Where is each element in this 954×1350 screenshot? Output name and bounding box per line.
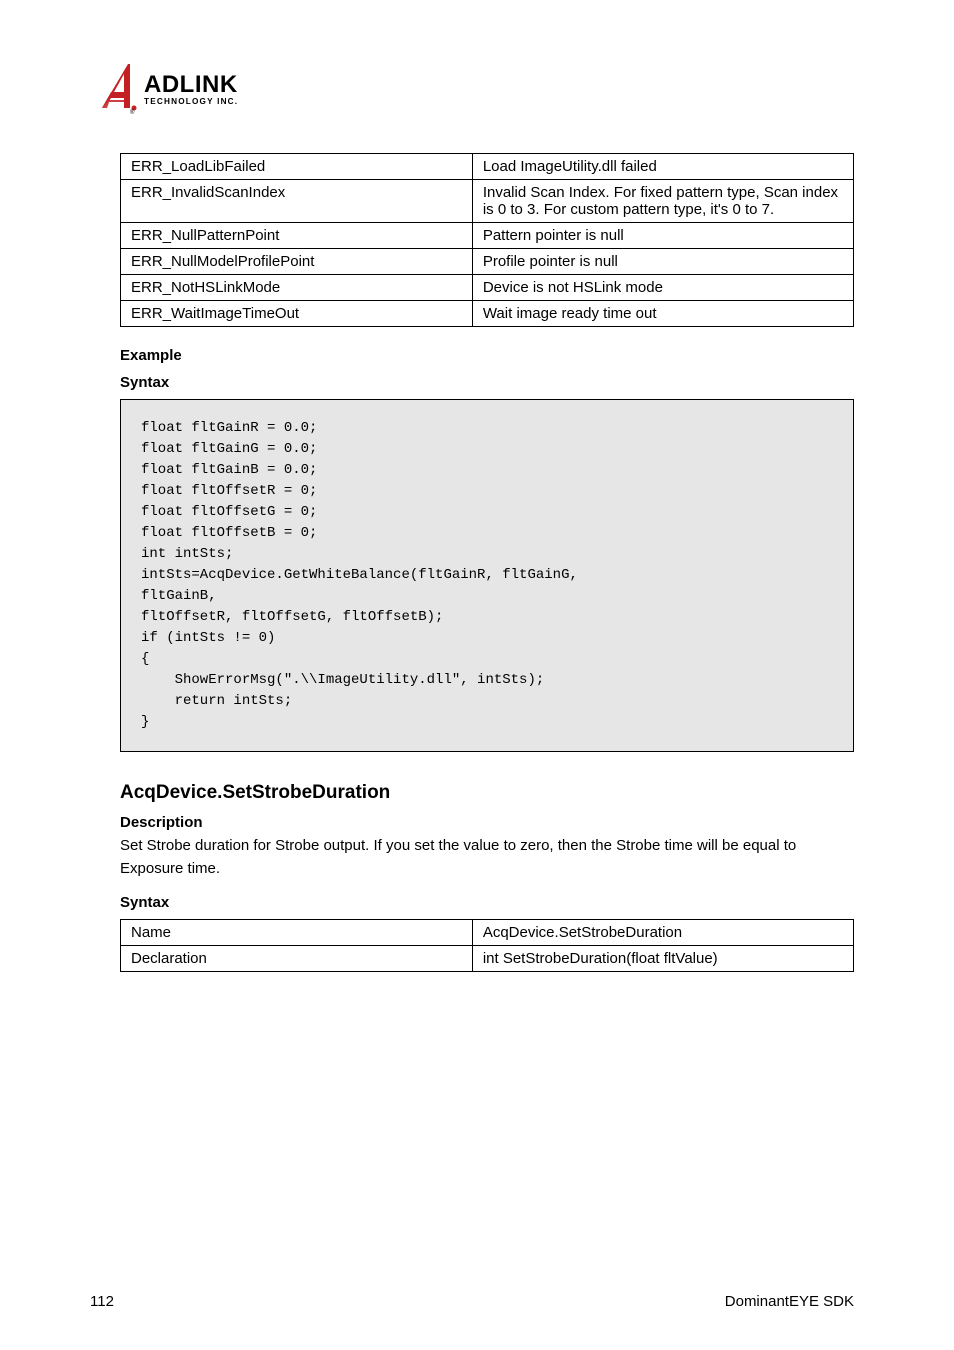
table-cell: Wait image ready time out	[472, 301, 853, 327]
table-cell: AcqDevice.SetStrobeDuration	[472, 920, 853, 946]
table-cell: ERR_NullModelProfilePoint	[121, 249, 473, 275]
page-footer: 112 DominantEYE SDK	[90, 1293, 854, 1310]
table-row: ERR_LoadLibFailedLoad ImageUtility.dll f…	[121, 154, 854, 180]
table-row: NameAcqDevice.SetStrobeDuration	[121, 920, 854, 946]
error-codes-table: ERR_LoadLibFailedLoad ImageUtility.dll f…	[120, 153, 854, 327]
adlink-logo-icon: ® ADLINK TECHNOLOGY INC.	[100, 60, 300, 118]
logo: ® ADLINK TECHNOLOGY INC.	[100, 60, 854, 123]
table-cell: ERR_InvalidScanIndex	[121, 180, 473, 223]
table-cell: int SetStrobeDuration(float fltValue)	[472, 946, 853, 972]
syntax-label: Syntax	[120, 374, 854, 391]
svg-text:®: ®	[130, 109, 135, 116]
code-example: float fltGainR = 0.0; float fltGainG = 0…	[120, 399, 854, 752]
function-syntax-label: Syntax	[120, 894, 854, 911]
page-number: 112	[90, 1293, 114, 1310]
table-cell: Invalid Scan Index. For fixed pattern ty…	[472, 180, 853, 223]
table-cell: ERR_NotHSLinkMode	[121, 275, 473, 301]
table-cell: ERR_WaitImageTimeOut	[121, 301, 473, 327]
table-row: ERR_NullPatternPointPattern pointer is n…	[121, 223, 854, 249]
svg-text:TECHNOLOGY INC.: TECHNOLOGY INC.	[144, 97, 238, 106]
function-heading: AcqDevice.SetStrobeDuration	[120, 782, 854, 804]
table-cell: Name	[121, 920, 473, 946]
svg-text:ADLINK: ADLINK	[144, 71, 238, 98]
table-row: Declarationint SetStrobeDuration(float f…	[121, 946, 854, 972]
description-label: Description	[120, 814, 854, 831]
table-cell: Declaration	[121, 946, 473, 972]
page-content: ERR_LoadLibFailedLoad ImageUtility.dll f…	[120, 153, 854, 972]
table-cell: ERR_NullPatternPoint	[121, 223, 473, 249]
table-cell: Profile pointer is null	[472, 249, 853, 275]
table-cell: ERR_LoadLibFailed	[121, 154, 473, 180]
doc-title: DominantEYE SDK	[725, 1293, 854, 1310]
function-syntax-table: NameAcqDevice.SetStrobeDurationDeclarati…	[120, 919, 854, 972]
table-cell: Load ImageUtility.dll failed	[472, 154, 853, 180]
table-row: ERR_WaitImageTimeOutWait image ready tim…	[121, 301, 854, 327]
example-heading: Example	[120, 347, 854, 364]
table-row: ERR_NotHSLinkModeDevice is not HSLink mo…	[121, 275, 854, 301]
table-row: ERR_InvalidScanIndexInvalid Scan Index. …	[121, 180, 854, 223]
description-text: Set Strobe duration for Strobe output. I…	[120, 835, 854, 880]
table-cell: Device is not HSLink mode	[472, 275, 853, 301]
table-cell: Pattern pointer is null	[472, 223, 853, 249]
table-row: ERR_NullModelProfilePointProfile pointer…	[121, 249, 854, 275]
